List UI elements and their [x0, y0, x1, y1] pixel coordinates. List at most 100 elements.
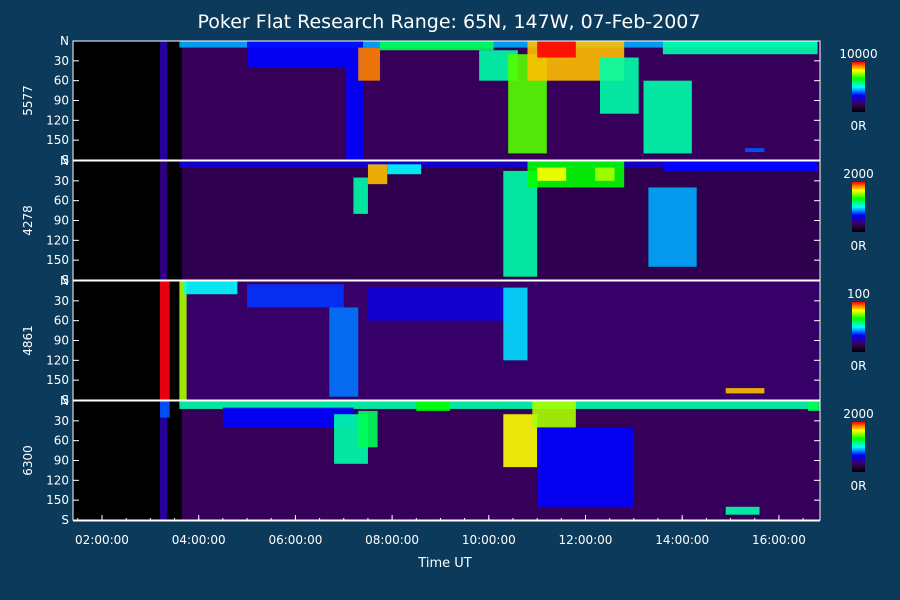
panel-features — [160, 401, 820, 515]
emission-feature — [179, 281, 187, 400]
y-tick-label: 90 — [54, 214, 69, 228]
colorbar-min-label: 0R — [851, 359, 867, 373]
panel-4278: N 30 60 90 120 150 S 4278 2000 0R — [21, 154, 874, 287]
emission-feature — [662, 41, 818, 55]
emission-feature — [503, 170, 538, 277]
emission-feature — [247, 284, 344, 308]
colorbar — [852, 182, 865, 232]
colorbar — [852, 302, 865, 352]
colorbar-min-label: 0R — [851, 119, 867, 133]
x-tick-label: 04:00:00 — [172, 533, 226, 547]
y-tick-label: 150 — [46, 133, 69, 147]
emission-feature — [247, 41, 364, 68]
emission-feature — [745, 148, 765, 153]
emission-feature — [179, 161, 818, 168]
y-tick-label: 30 — [54, 174, 69, 188]
y-tick-label: 120 — [46, 473, 69, 487]
emission-feature — [600, 57, 639, 114]
colorbar-max-label: 2000 — [843, 407, 874, 421]
y-tick-label: 150 — [46, 253, 69, 267]
panel-calibration-strip — [160, 161, 168, 280]
emission-feature — [160, 281, 170, 400]
emission-feature — [179, 401, 818, 409]
emission-feature — [416, 401, 451, 411]
panel-6300: N 30 60 90 120 150 S 6300 2000 0R — [21, 394, 874, 527]
y-tick-label: S — [61, 393, 69, 407]
panel-label: 6300 — [21, 445, 35, 476]
x-tick-label: 14:00:00 — [655, 533, 709, 547]
emission-feature — [222, 407, 354, 428]
emission-feature — [725, 388, 765, 394]
colorbar-max-label: 10000 — [839, 47, 877, 61]
y-tick-label: 60 — [54, 434, 69, 448]
y-tick-label: S — [61, 513, 69, 527]
colorbar-max-label: 100 — [847, 287, 870, 301]
emission-feature — [643, 80, 692, 154]
colorbar-max-label: 2000 — [843, 167, 874, 181]
panel-5577: N 30 60 90 120 150 S 5577 10000 0R — [21, 34, 878, 167]
y-tick-label: 60 — [54, 74, 69, 88]
emission-feature — [353, 177, 368, 214]
x-axis-label: Time UT — [417, 556, 471, 571]
emission-feature — [532, 401, 576, 428]
y-tick-label: 150 — [46, 493, 69, 507]
y-tick-label: 60 — [54, 314, 69, 328]
x-tick-label: 02:00:00 — [75, 533, 129, 547]
emission-feature — [807, 401, 820, 411]
colorbar — [852, 422, 865, 472]
panel-baseline-emission — [181, 161, 821, 280]
emission-feature — [380, 41, 494, 51]
emission-feature — [367, 164, 388, 185]
emission-feature — [367, 287, 509, 321]
panels-group: N 30 60 90 120 150 S 5577 10000 0R N 30 60 90 120 150 S 4… — [21, 34, 878, 527]
emission-feature — [595, 167, 615, 181]
emission-feature — [358, 47, 381, 81]
emission-feature — [503, 287, 528, 361]
y-tick-label: 90 — [54, 334, 69, 348]
y-tick-label: N — [60, 154, 69, 168]
panel-features — [160, 281, 765, 400]
panel-4861: N 30 60 90 120 150 S 4861 100 0R — [21, 274, 870, 407]
emission-feature — [503, 414, 538, 468]
emission-feature — [184, 281, 238, 295]
y-tick-label: S — [61, 153, 69, 167]
y-tick-label: 30 — [54, 54, 69, 68]
emission-feature — [160, 401, 170, 418]
y-tick-label: 30 — [54, 414, 69, 428]
emission-feature — [537, 41, 576, 58]
y-tick-label: 30 — [54, 294, 69, 308]
y-tick-label: 90 — [54, 454, 69, 468]
panel-features — [179, 161, 818, 277]
y-tick-label: S — [61, 273, 69, 287]
x-tick-label: 10:00:00 — [462, 533, 516, 547]
y-tick-label: N — [60, 394, 69, 408]
panel-calibration-strip — [160, 401, 168, 520]
y-tick-label: N — [60, 274, 69, 288]
chart-title: Poker Flat Research Range: 65N, 147W, 07… — [198, 11, 701, 33]
x-axis: 02:00:00 04:00:00 06:00:00 08:00:00 10:00:00… — [73, 515, 820, 547]
emission-feature — [537, 167, 567, 181]
emission-feature — [358, 410, 378, 448]
emission-feature — [179, 41, 818, 48]
panel-label: 4861 — [21, 325, 35, 356]
y-tick-label: 120 — [46, 353, 69, 367]
x-tick-label: 16:00:00 — [752, 533, 806, 547]
emission-feature — [537, 427, 634, 507]
colorbar-min-label: 0R — [851, 479, 867, 493]
emission-feature — [329, 307, 359, 397]
panel-features — [179, 41, 818, 160]
y-tick-label: 150 — [46, 373, 69, 387]
x-tick-label: 08:00:00 — [365, 533, 419, 547]
emission-feature — [725, 506, 760, 515]
y-tick-label: 90 — [54, 94, 69, 108]
emission-feature — [387, 164, 422, 175]
y-tick-label: 60 — [54, 194, 69, 208]
panel-calibration-strip — [160, 41, 168, 160]
emission-feature — [648, 187, 697, 267]
panel-label: 5577 — [21, 85, 35, 116]
x-tick-label: 06:00:00 — [268, 533, 322, 547]
emission-feature — [346, 60, 364, 160]
colorbar-min-label: 0R — [851, 239, 867, 253]
x-tick-label: 12:00:00 — [559, 533, 613, 547]
